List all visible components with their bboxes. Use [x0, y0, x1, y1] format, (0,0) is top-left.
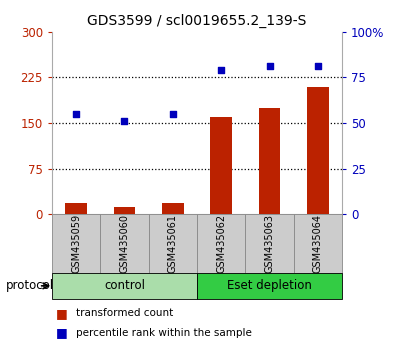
- Text: percentile rank within the sample: percentile rank within the sample: [76, 328, 252, 338]
- Text: GSM435063: GSM435063: [264, 214, 274, 273]
- Point: [218, 67, 224, 73]
- Bar: [65, 203, 87, 214]
- Text: control: control: [104, 279, 145, 292]
- Point: [266, 64, 273, 69]
- Text: protocol: protocol: [6, 279, 54, 292]
- Text: GSM435060: GSM435060: [120, 214, 130, 273]
- Bar: [307, 86, 329, 214]
- Title: GDS3599 / scl0019655.2_139-S: GDS3599 / scl0019655.2_139-S: [87, 14, 307, 28]
- Text: GSM435064: GSM435064: [313, 214, 323, 273]
- Bar: [114, 207, 135, 214]
- Text: GSM435059: GSM435059: [71, 214, 81, 273]
- Point: [315, 64, 321, 69]
- Text: ■: ■: [56, 326, 68, 339]
- Text: transformed count: transformed count: [76, 308, 173, 318]
- Text: Eset depletion: Eset depletion: [227, 279, 312, 292]
- Bar: [210, 117, 232, 214]
- Text: GSM435061: GSM435061: [168, 214, 178, 273]
- Bar: [259, 108, 280, 214]
- Point: [121, 118, 128, 124]
- Point: [170, 111, 176, 117]
- Point: [73, 111, 79, 117]
- Text: ■: ■: [56, 307, 68, 320]
- Text: GSM435062: GSM435062: [216, 214, 226, 273]
- Bar: [162, 203, 184, 214]
